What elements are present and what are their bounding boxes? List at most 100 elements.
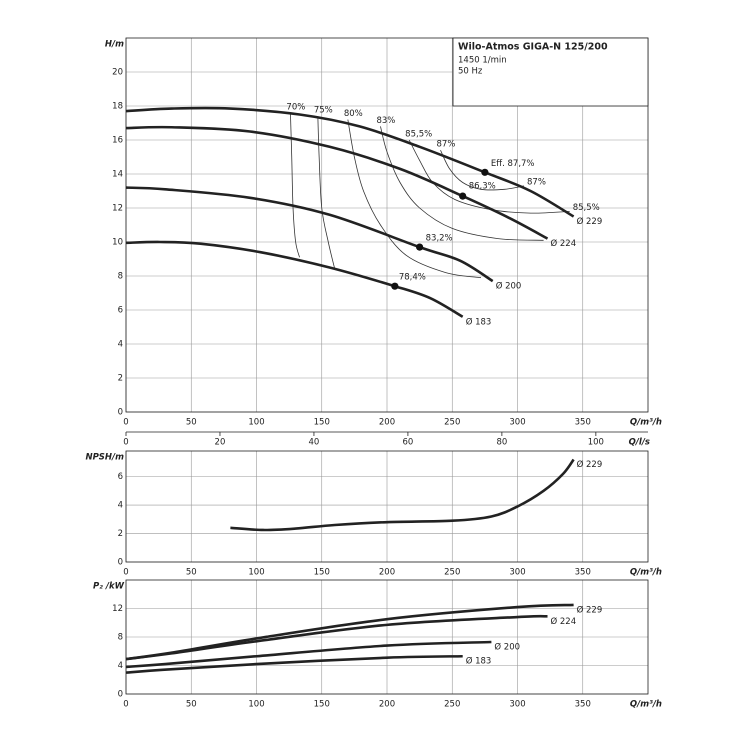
- x-tick-label: 0: [123, 568, 128, 578]
- y-tick-label: 0: [118, 408, 123, 418]
- curve-label: Ø 183: [466, 316, 492, 327]
- curve-label: Ø 229: [577, 216, 603, 227]
- plots: 0 50 100 150 200 250 300 35002468101214161820H/…: [85, 37, 662, 710]
- curve: [125, 640, 492, 669]
- duty-point-label: 86,3%: [469, 182, 496, 192]
- duty-point: [459, 192, 467, 200]
- x-tick-label: 0: [123, 700, 128, 710]
- x-tick-label: 150: [314, 568, 330, 578]
- x-tick-label: 300: [509, 700, 525, 710]
- y-tick-label: 4: [118, 340, 123, 350]
- x-tick-label: 50: [186, 700, 197, 710]
- y-tick-label: 14: [112, 170, 123, 180]
- x-tick-label: 250: [444, 700, 460, 710]
- y-tick-label: 4: [118, 501, 123, 511]
- efficiency-label: 87%: [527, 177, 546, 187]
- x2-tick-label: 20: [215, 438, 226, 448]
- pump-speed: 1450 1/min: [458, 56, 507, 66]
- curve-label: Ø 224: [551, 238, 577, 249]
- y-tick-label: 10: [112, 238, 123, 248]
- duty-point-label: Eff. 87,7%: [491, 159, 535, 169]
- x-axis-label: Q/m³/h: [630, 568, 662, 578]
- x-tick-label: 300: [509, 568, 525, 578]
- curve: [125, 614, 548, 661]
- y-tick-label: 12: [112, 604, 123, 614]
- curve: [125, 106, 575, 218]
- panel: 0 50 100 150 200 250 300 350 0 2 4 6 8 10 12 14 16 18 20 H/…: [105, 37, 662, 448]
- x-tick-label: 0: [123, 418, 128, 428]
- x-tick-label: 250: [444, 418, 460, 428]
- curve: [125, 240, 464, 318]
- x2-axis-label: Q/l/s: [629, 438, 650, 448]
- y-tick-label: 20: [112, 68, 123, 78]
- plot-frame: [125, 37, 649, 413]
- curve: [125, 654, 463, 674]
- x-tick-label: 150: [314, 418, 330, 428]
- duty-point-label: 83,2%: [426, 234, 453, 244]
- duty-point: [391, 282, 399, 290]
- y-tick-label: 0: [118, 558, 123, 568]
- x-tick-label: 300: [509, 418, 525, 428]
- y-tick-label: 0: [118, 690, 123, 700]
- panel: 0 50 100 150 200 250 300 350 0 4 8 12 P₂ /kW Q/m³/h Ø …: [93, 579, 662, 710]
- curve-label: Ø 200: [496, 281, 522, 292]
- x2-tick-label: 80: [496, 438, 507, 448]
- y-tick-label: 2: [118, 529, 123, 539]
- curve-label: Ø 229: [577, 459, 603, 470]
- efficiency-line: [408, 139, 570, 214]
- y-axis-label: NPSH/m: [85, 453, 124, 463]
- y-axis-label: P₂ /kW: [93, 582, 125, 592]
- efficiency-label: 70%: [286, 102, 305, 112]
- info-box: [452, 37, 649, 107]
- y-tick-label: 6: [118, 306, 123, 316]
- efficiency-label: 85,5%: [405, 130, 432, 140]
- efficiency-line: [347, 119, 482, 279]
- efficiency-label: 80%: [344, 109, 363, 119]
- curve: [230, 458, 575, 532]
- y-tick-label: 8: [118, 633, 123, 643]
- curve-label: Ø 224: [551, 616, 577, 627]
- efficiency-label: 83%: [376, 116, 395, 126]
- curve: [125, 125, 549, 240]
- x-tick-label: 350: [575, 700, 591, 710]
- y-tick-label: 8: [118, 272, 123, 282]
- y-tick-label: 16: [112, 136, 123, 146]
- x-tick-label: 200: [379, 700, 395, 710]
- curve-label: Ø 200: [494, 641, 520, 652]
- x-tick-label: 150: [314, 700, 330, 710]
- x-axis-label: Q/m³/h: [630, 700, 662, 710]
- x-tick-label: 250: [444, 568, 460, 578]
- duty-point: [481, 168, 489, 176]
- plot-frame: [125, 579, 649, 695]
- x-axis-label: Q/m³/h: [630, 418, 662, 428]
- duty-point-label: 78,4%: [399, 273, 426, 283]
- y-tick-label: 2: [118, 374, 123, 384]
- x-tick-label: 200: [379, 418, 395, 428]
- x-tick-label: 50: [186, 568, 197, 578]
- efficiency-label: 75%: [314, 106, 333, 116]
- x-tick-label: 50: [186, 418, 197, 428]
- pump-title: Wilo-Atmos GIGA-N 125/200: [458, 42, 608, 53]
- efficiency-line: [440, 150, 525, 191]
- x-tick-label: 200: [379, 568, 395, 578]
- efficiency-line: [317, 116, 336, 270]
- curve: [125, 186, 494, 283]
- efficiency-label: 85,5%: [573, 203, 600, 213]
- x-tick-label: 100: [248, 568, 264, 578]
- curve-label: Ø 183: [466, 656, 492, 667]
- panel: 0 50 100 150 200 250 300 350 0 2 4 6 NPSH/m Q/m³/h Ø 2…: [85, 450, 662, 578]
- x-tick-label: 100: [248, 418, 264, 428]
- pump-frequency: 50 Hz: [458, 67, 483, 77]
- x2-tick-label: 60: [402, 438, 413, 448]
- y-tick-label: 6: [118, 472, 123, 482]
- y-tick-label: 12: [112, 204, 123, 214]
- x2-tick-label: 40: [309, 438, 320, 448]
- efficiency-line: [380, 126, 544, 241]
- y-tick-label: 4: [118, 661, 123, 671]
- efficiency-line: [290, 112, 300, 258]
- x-tick-label: 350: [575, 418, 591, 428]
- x-tick-label: 100: [248, 700, 264, 710]
- y-tick-label: 18: [112, 102, 123, 112]
- y-axis-label: H/m: [105, 40, 124, 50]
